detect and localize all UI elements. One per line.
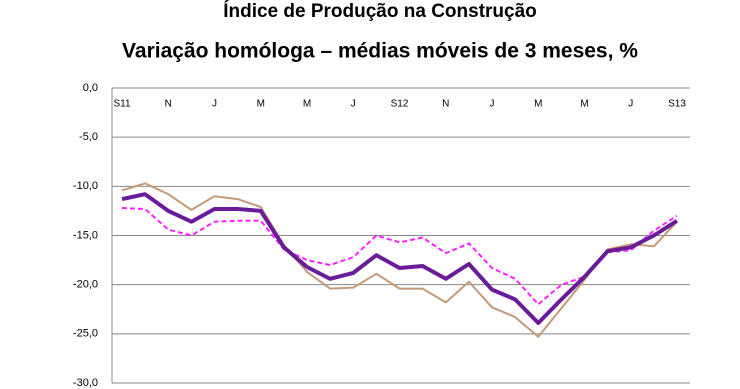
x-tick-label: S12: [391, 99, 409, 110]
x-tick-label: J: [212, 99, 217, 110]
x-tick-label: M: [580, 99, 588, 110]
x-tick-label: M: [303, 99, 311, 110]
x-tick-label: N: [442, 99, 449, 110]
y-tick-label: -5,0: [79, 131, 98, 143]
x-tick-label: M: [257, 99, 265, 110]
y-tick-label: -25,0: [73, 328, 98, 340]
x-tick-label: J: [351, 99, 356, 110]
x-tick-label: J: [628, 99, 633, 110]
x-tick-label: S13: [668, 99, 686, 110]
x-tick-label: S11: [113, 99, 130, 110]
y-tick-label: -15,0: [73, 229, 98, 241]
x-tick-label: J: [490, 99, 495, 110]
y-tick-label: -20,0: [73, 279, 98, 291]
y-tick-label: -30,0: [73, 377, 98, 389]
series-line: [121, 192, 679, 325]
series-line: [121, 207, 678, 306]
chart-title: Índice de Produção na Construção: [223, 0, 537, 22]
x-tick-label: N: [165, 99, 172, 110]
y-tick-label: -10,0: [73, 180, 98, 192]
series-line: [121, 182, 678, 338]
y-tick-label: 0,0: [83, 82, 98, 94]
x-tick-label: M: [534, 99, 542, 110]
chart-subtitle: Variação homóloga – médias móveis de 3 m…: [122, 40, 638, 63]
